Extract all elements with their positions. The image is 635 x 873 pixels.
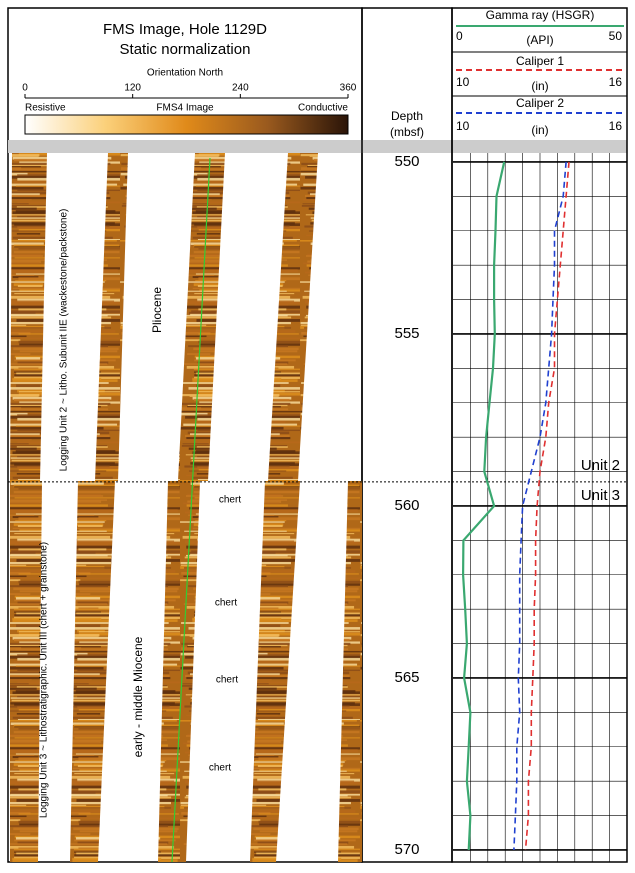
separator	[8, 140, 627, 153]
colorbar-left: Resistive	[25, 103, 66, 114]
colorbar-right: Conductive	[298, 103, 348, 114]
y-axis-label: Depth	[391, 109, 423, 123]
orientation-title: Orientation North	[147, 68, 223, 79]
chert-label: chert	[216, 675, 238, 686]
colorbar-center: FMS4 Image	[156, 103, 214, 114]
y-tick-label: 570	[394, 841, 419, 858]
image-strip	[338, 481, 362, 862]
x-tick-label: 0	[22, 83, 28, 94]
colorbar	[24, 114, 349, 135]
y-tick-label: 560	[394, 497, 419, 514]
image-strip	[10, 481, 42, 862]
x-tick-label: 120	[124, 83, 141, 94]
orientation-line	[171, 157, 211, 863]
chert-label: chert	[215, 598, 237, 609]
x-tick-label: 0	[456, 29, 463, 43]
x-tick-label: 10	[456, 75, 470, 89]
legend-label: Gamma ray (HSGR)	[486, 8, 595, 22]
image-strip	[70, 481, 115, 862]
age-label: early - middle Miocene	[131, 636, 145, 757]
subtitle: Static normalization	[120, 41, 251, 58]
title: FMS Image, Hole 1129D	[103, 21, 267, 38]
x-tick-label: 50	[609, 29, 623, 43]
chert-label: chert	[219, 495, 241, 506]
age-label: Pliocene	[150, 287, 164, 333]
log-curve	[524, 161, 570, 851]
image-strip	[95, 153, 128, 481]
unit-label: Logging Unit 3 ~ Lithostratigraphic. Uni…	[39, 542, 50, 818]
boundary-label: Unit 3	[581, 487, 620, 504]
x-tick-label: 360	[340, 83, 357, 94]
legend-unit: (API)	[526, 33, 553, 47]
x-tick-label: 16	[609, 75, 623, 89]
legend-label: Caliper 2	[516, 96, 564, 110]
x-tick-label: 10	[456, 119, 470, 133]
log-curve	[461, 161, 506, 851]
boundary-label: Unit 2	[581, 457, 620, 474]
legend-label: Caliper 1	[516, 54, 564, 68]
unit-label: Logging Unit 2 ~ Litho. Subunit IIE (wac…	[59, 209, 70, 472]
log-curve	[513, 161, 567, 851]
fms-image	[10, 153, 362, 863]
y-tick-label: 555	[394, 325, 419, 342]
image-strip	[268, 153, 318, 481]
image-strip	[10, 153, 47, 481]
x-tick-label: 16	[609, 119, 623, 133]
x-tick-label: 240	[232, 83, 249, 94]
log-frame	[451, 7, 628, 863]
legend-unit: (in)	[531, 123, 548, 137]
image-strip	[158, 481, 200, 862]
y-axis-unit: (mbsf)	[390, 125, 424, 139]
image-strip	[250, 481, 300, 862]
legend-unit: (in)	[531, 79, 548, 93]
y-tick-label: 565	[394, 669, 419, 686]
y-tick-label: 550	[394, 153, 419, 170]
chert-label: chert	[209, 763, 231, 774]
